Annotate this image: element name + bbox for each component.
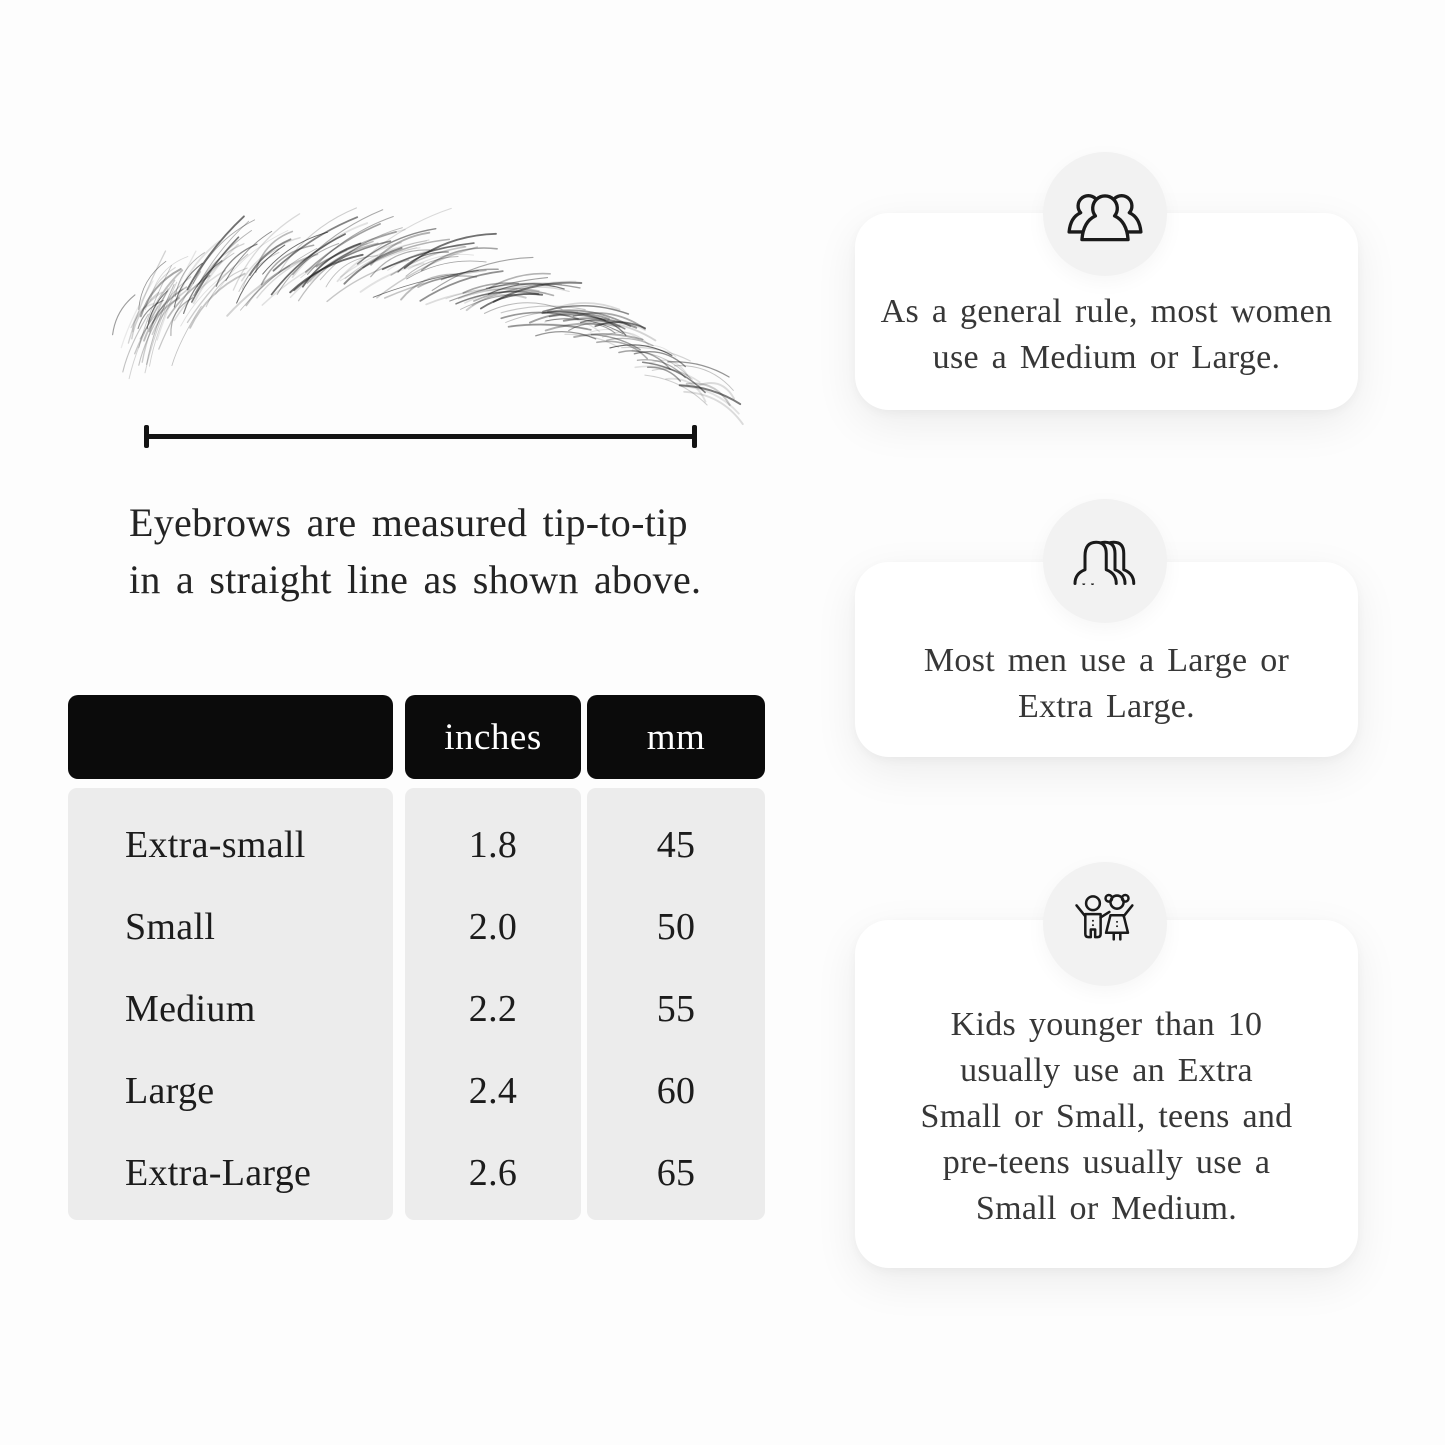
table-cell-mm: 60 — [656, 1070, 696, 1112]
children-icon — [1043, 862, 1167, 986]
table-column-inches: 1.8 2.0 2.2 2.4 2.6 — [405, 788, 581, 1220]
info-card-kids: Kids younger than 10 usually use an Extr… — [855, 920, 1358, 1268]
women-group-icon — [1043, 152, 1167, 276]
table-cell-inches: 2.0 — [468, 906, 518, 948]
table-column-mm: 45 50 55 60 65 — [587, 788, 765, 1220]
table-cell-inches: 2.4 — [468, 1070, 518, 1112]
measurement-line — [144, 425, 697, 448]
card-men-line-2: Extra Large. — [1018, 687, 1195, 725]
table-cell-mm: 45 — [656, 824, 696, 866]
table-cell-inches: 1.8 — [468, 824, 518, 866]
table-cell-size: Extra-Large — [125, 1152, 312, 1194]
card-men-line-1: Most men use a Large or — [923, 641, 1290, 679]
table-cell-size: Large — [125, 1070, 215, 1112]
card-women-line-1: As a general rule, most women — [880, 292, 1333, 330]
eyebrow-illustration — [112, 207, 744, 426]
table-cell-size: Extra-small — [125, 824, 306, 866]
table-header-mm: mm — [587, 695, 765, 779]
table-header-inches-label: inches — [444, 716, 542, 758]
card-women-line-2: use a Medium or Large. — [932, 338, 1281, 376]
table-cell-mm: 55 — [656, 988, 696, 1030]
card-kids-line-1: Kids younger than 10 — [950, 1006, 1263, 1043]
men-group-icon — [1043, 499, 1167, 623]
table-cell-inches: 2.2 — [468, 988, 518, 1030]
table-cell-size: Medium — [125, 988, 256, 1030]
table-header-mm-label: mm — [646, 716, 706, 758]
card-kids-line-3: Small or Small, teens and — [920, 1098, 1293, 1135]
caption-line-1: Eyebrows are measured tip-to-tip — [129, 500, 688, 545]
table-cell-size: Small — [125, 906, 216, 948]
card-kids-line-2: usually use an Extra — [960, 1052, 1253, 1089]
eyebrow-sketch-svg — [112, 207, 744, 426]
card-kids-line-5: Small or Medium. — [975, 1190, 1238, 1227]
table-column-sizes: Extra-small Small Medium Large Extra-Lar… — [68, 788, 393, 1220]
table-cell-mm: 50 — [656, 906, 696, 948]
table-cell-inches: 2.6 — [468, 1152, 518, 1194]
table-header-inches: inches — [405, 695, 581, 779]
table-header-size — [68, 695, 393, 779]
measurement-caption: Eyebrows are measured tip-to-tip in a st… — [129, 494, 729, 608]
caption-line-2: in a straight line as shown above. — [129, 557, 702, 602]
table-cell-mm: 65 — [656, 1152, 696, 1194]
card-kids-line-4: pre-teens usually use a — [942, 1144, 1271, 1181]
